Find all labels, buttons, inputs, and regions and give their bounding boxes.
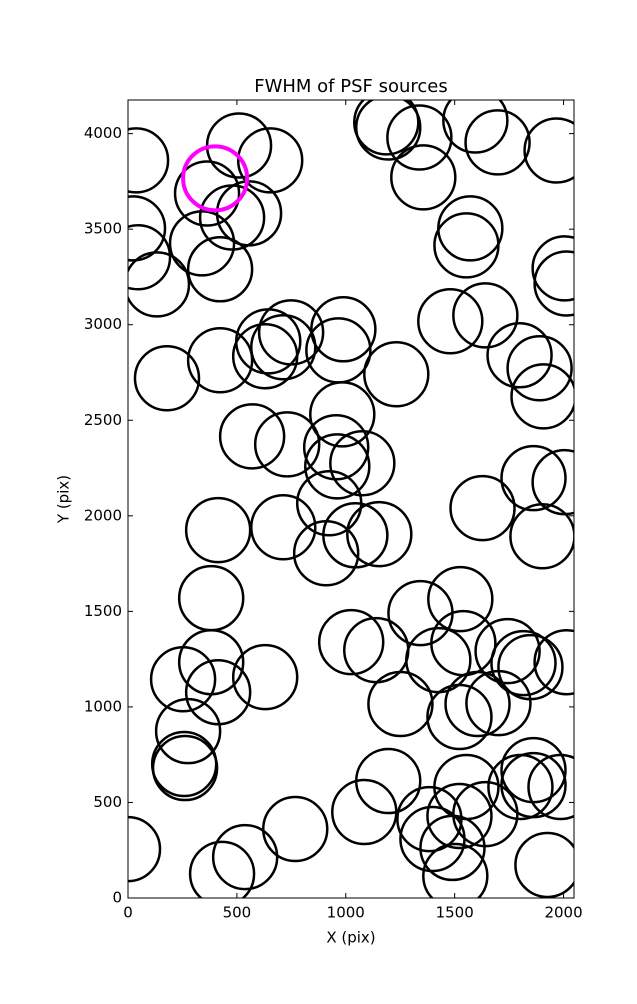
source-circle xyxy=(500,751,567,819)
source-circle xyxy=(523,117,574,184)
source-circle xyxy=(390,144,457,211)
source-circle xyxy=(514,831,574,898)
source-circle xyxy=(490,629,557,697)
x-axis-label: X (pix) xyxy=(326,929,375,947)
source-circle xyxy=(449,474,516,542)
source-circle xyxy=(310,296,377,363)
x-tick-label: 1000 xyxy=(327,904,365,922)
source-circle xyxy=(486,322,553,389)
source-circle xyxy=(231,643,299,711)
source-circle xyxy=(367,670,434,738)
x-tick-label: 2000 xyxy=(544,904,582,922)
chart-title: FWHM of PSF sources xyxy=(254,76,448,97)
source-circle xyxy=(419,814,486,882)
source-circle xyxy=(422,842,489,898)
y-axis-label: Y (pix) xyxy=(55,475,73,524)
source-circle xyxy=(151,734,219,802)
source-circle xyxy=(231,323,299,390)
y-tick-label: 500 xyxy=(93,793,122,811)
source-circle xyxy=(181,144,250,213)
source-circle xyxy=(509,503,574,570)
y-tick-label: 3500 xyxy=(84,220,122,238)
source-circle xyxy=(188,840,256,898)
source-circle xyxy=(149,645,217,713)
source-circle xyxy=(427,565,494,633)
source-circle xyxy=(354,100,422,161)
source-circle xyxy=(386,104,453,171)
x-tick-label: 0 xyxy=(123,904,133,922)
y-tick-label: 0 xyxy=(112,889,122,907)
y-tick-label: 1500 xyxy=(84,602,122,620)
source-circle xyxy=(257,299,325,366)
y-tick-label: 2500 xyxy=(84,411,122,429)
source-circle xyxy=(452,282,519,349)
source-circle xyxy=(262,795,329,863)
source-circle xyxy=(186,327,254,394)
source-circle xyxy=(177,564,245,632)
source-circle xyxy=(331,778,398,846)
source-circle xyxy=(387,579,454,647)
source-circle xyxy=(186,236,254,303)
source-circle xyxy=(510,363,574,430)
source-circle xyxy=(184,496,252,564)
x-tick-label: 1500 xyxy=(436,904,474,922)
source-circle xyxy=(405,626,472,694)
source-circle xyxy=(363,340,430,408)
source-circle xyxy=(154,697,222,765)
source-circle xyxy=(430,609,497,677)
source-circle xyxy=(128,251,191,318)
source-circle xyxy=(309,381,376,448)
source-circle xyxy=(211,823,279,891)
source-circle xyxy=(396,785,463,853)
source-circle xyxy=(250,494,317,561)
source-circle xyxy=(531,235,574,302)
plot-frame xyxy=(127,99,575,899)
source-circle xyxy=(128,127,170,194)
source-circle xyxy=(426,782,493,850)
source-circle xyxy=(533,250,574,317)
source-circle xyxy=(168,210,236,277)
y-tick-label: 3000 xyxy=(84,315,122,333)
source-circle xyxy=(500,444,567,512)
source-circle xyxy=(250,314,317,381)
source-circle xyxy=(353,100,420,156)
source-circle xyxy=(173,160,241,227)
x-tick-label: 500 xyxy=(223,904,252,922)
source-circle xyxy=(304,433,371,500)
source-circle xyxy=(474,617,541,685)
source-circle xyxy=(302,413,370,481)
source-circle xyxy=(292,520,360,587)
source-circle xyxy=(329,430,396,497)
source-circle xyxy=(218,403,286,470)
source-circle xyxy=(253,411,321,478)
source-circle xyxy=(527,753,574,821)
source-circle xyxy=(128,815,162,883)
source-circle xyxy=(426,683,493,751)
source-circle xyxy=(346,500,413,568)
source-circle xyxy=(533,628,574,696)
source-circle xyxy=(506,335,573,402)
y-tick-label: 4000 xyxy=(84,124,122,142)
source-circle xyxy=(417,288,484,355)
source-circle xyxy=(465,669,532,737)
source-circle xyxy=(442,100,509,154)
source-circle xyxy=(444,670,511,738)
source-circle xyxy=(464,109,531,176)
source-circle xyxy=(317,608,385,676)
source-circle xyxy=(128,195,167,262)
plot-area xyxy=(128,100,574,898)
source-circle xyxy=(433,212,500,279)
y-tick-label: 1000 xyxy=(84,697,122,715)
source-circle xyxy=(133,344,201,412)
source-circle xyxy=(236,127,304,194)
source-circle xyxy=(215,180,283,247)
y-tick-label: 2000 xyxy=(84,506,122,524)
source-circle xyxy=(497,633,564,701)
source-circle xyxy=(128,224,172,291)
